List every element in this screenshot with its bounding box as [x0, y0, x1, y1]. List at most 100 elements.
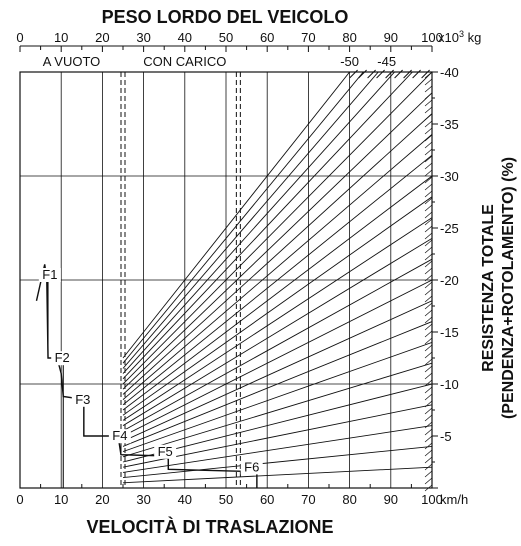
top-tick-label: 30: [136, 30, 150, 45]
border-hatch: [424, 414, 433, 422]
right-tick-label: -30: [440, 169, 459, 184]
resistance-line: [122, 300, 432, 442]
border-hatch: [424, 295, 433, 303]
resistance-line: [122, 72, 351, 359]
top-tick-label: 10: [54, 30, 68, 45]
border-hatch: [424, 246, 433, 254]
gear-label-bg: [108, 429, 131, 444]
border-hatch: [424, 260, 433, 268]
resistance-lines-group: [122, 72, 432, 484]
right-tick-label: -20: [440, 273, 459, 288]
border-hatch: [424, 442, 433, 450]
gear-label: F5: [158, 444, 173, 459]
top-tick-label: 50: [219, 30, 233, 45]
gear-label-bg: [38, 268, 61, 282]
top-tick-label: 40: [178, 30, 192, 45]
chart-title: PESO LORDO DEL VEICOLO: [102, 7, 349, 27]
right-tick-label: -25: [440, 221, 459, 236]
border-hatch: [424, 78, 433, 86]
border-hatch: [424, 309, 433, 317]
bottom-tick-label: 10: [54, 492, 68, 507]
border-hatch: [424, 239, 433, 247]
resistance-line: [122, 362, 432, 458]
border-hatch: [424, 393, 433, 401]
border-hatch: [424, 134, 433, 142]
border-hatch: [424, 267, 433, 275]
border-hatch: [424, 127, 433, 135]
border-hatch: [424, 421, 433, 429]
resistance-line: [122, 72, 364, 364]
border-hatch: [424, 358, 433, 366]
bottom-tick-label: 20: [95, 492, 109, 507]
resistance-line: [122, 175, 432, 411]
border-hatch: [424, 183, 433, 191]
region-label-loaded: CON CARICO: [143, 54, 226, 69]
bottom-tick-label: 40: [178, 492, 192, 507]
resistance-label-top: -50: [340, 54, 359, 69]
border-hatch: [424, 155, 433, 163]
resistance-line: [122, 72, 413, 380]
border-hatch: [424, 71, 433, 79]
top-tick-label: 60: [260, 30, 274, 45]
border-hatch: [424, 323, 433, 331]
border-hatch: [424, 330, 433, 338]
resistance-line: [122, 279, 432, 437]
border-hatch: [424, 274, 433, 282]
border-hatch: [424, 407, 433, 415]
gear-label-bg: [71, 392, 94, 407]
border-hatch: [424, 351, 433, 359]
top-axis-unit-suffix: kg: [464, 30, 481, 45]
hatch-mark: [358, 69, 367, 79]
gear-label: F6: [244, 459, 259, 474]
right-tick-label: -5: [440, 429, 452, 444]
border-hatch: [424, 253, 433, 261]
region-label-empty: A VUOTO: [43, 54, 101, 69]
border-hatch: [424, 99, 433, 107]
border-hatch: [424, 477, 433, 485]
border-hatch: [424, 169, 433, 177]
bottom-tick-label: 30: [136, 492, 150, 507]
border-hatch: [424, 365, 433, 373]
gear-label: F2: [55, 350, 70, 365]
border-hatch: [424, 232, 433, 240]
gear-label-bg: [51, 351, 74, 366]
border-hatch: [424, 435, 433, 443]
top-tick-label: 100: [421, 30, 443, 45]
border-hatch: [424, 400, 433, 408]
resistance-line: [122, 72, 379, 369]
border-hatch: [424, 204, 433, 212]
border-hatch: [424, 463, 433, 471]
border-hatch: [424, 211, 433, 219]
top-tick-label: 0: [16, 30, 23, 45]
top-tick-label: 80: [342, 30, 356, 45]
border-hatch: [424, 344, 433, 352]
border-hatch: [424, 148, 433, 156]
resistance-line: [122, 466, 432, 484]
gear-label: F1: [42, 267, 57, 282]
border-hatch: [424, 225, 433, 233]
top-axis-unit: x103 kg: [438, 29, 481, 45]
bottom-tick-label: 60: [260, 492, 274, 507]
border-hatch: [424, 176, 433, 184]
resistance-line: [122, 196, 432, 416]
border-hatch: [424, 106, 433, 114]
bottom-axis-unit: km/h: [440, 492, 468, 507]
hatch-mark: [376, 69, 385, 79]
border-hatch: [424, 85, 433, 93]
bottom-tick-label: 50: [219, 492, 233, 507]
resistance-line: [122, 72, 432, 385]
resistance-line: [122, 134, 432, 400]
gear-label-bg: [240, 460, 263, 475]
gear-label: F3: [75, 392, 90, 407]
border-hatch: [424, 379, 433, 387]
hatch-mark: [412, 69, 421, 79]
bottom-tick-label: 0: [16, 492, 23, 507]
border-hatch: [424, 218, 433, 226]
resistance-line: [122, 238, 432, 426]
border-hatch: [424, 456, 433, 464]
hatch-mark: [385, 69, 394, 79]
right-tick-label: -35: [440, 117, 459, 132]
border-hatch: [424, 120, 433, 128]
